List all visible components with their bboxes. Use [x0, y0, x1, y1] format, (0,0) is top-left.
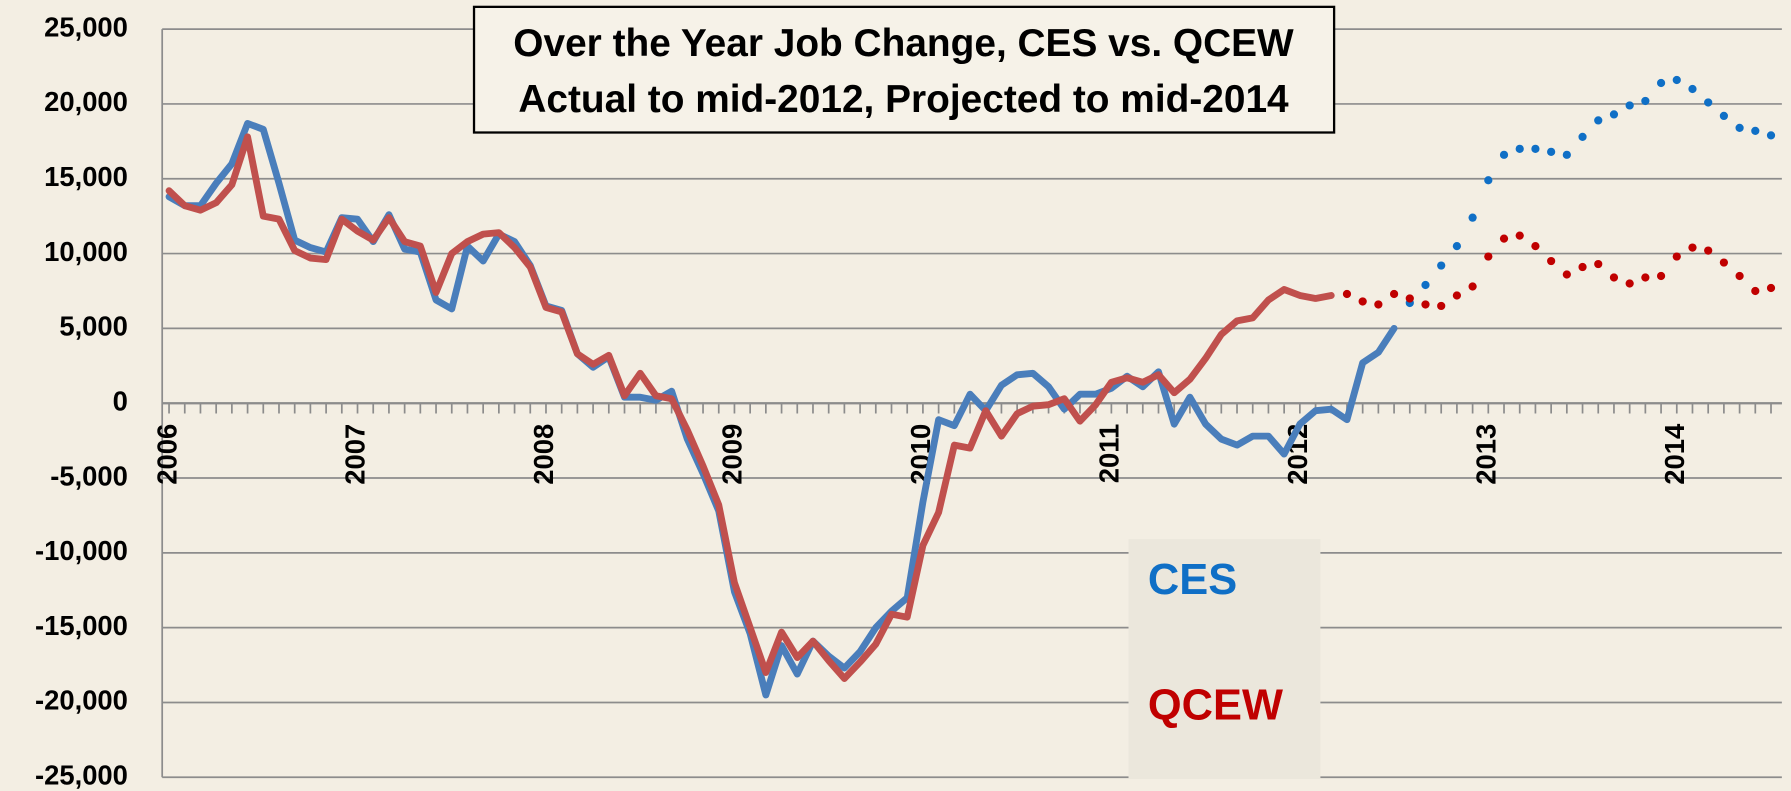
projected-point — [1421, 280, 1430, 290]
y-tick-label: -5,000 — [50, 460, 128, 491]
projected-point — [1688, 84, 1697, 94]
projected-point — [1578, 262, 1587, 272]
y-tick-label: 10,000 — [44, 236, 128, 267]
y-tick-label: -15,000 — [35, 610, 128, 641]
x-tick-label: 2007 — [340, 424, 371, 485]
chart-subtitle: Actual to mid-2012, Projected to mid-201… — [518, 78, 1289, 121]
projected-point — [1405, 294, 1414, 303]
projected-point — [1688, 243, 1697, 252]
y-tick-label: 15,000 — [44, 161, 128, 192]
projected-point — [1609, 273, 1619, 282]
projected-point — [1751, 126, 1760, 135]
projected-point — [1704, 98, 1713, 107]
x-tick-label: 2009 — [717, 424, 748, 485]
y-tick-label: -10,000 — [35, 535, 128, 566]
y-tick-label: -25,000 — [35, 760, 128, 791]
y-tick-label: 0 — [113, 385, 128, 416]
legend-box — [1128, 539, 1321, 780]
x-tick-label: 2008 — [528, 424, 559, 485]
x-tick-label: 2014 — [1659, 423, 1690, 485]
projected-point — [1342, 289, 1352, 299]
projected-point — [1452, 241, 1462, 251]
projected-point — [1484, 176, 1493, 185]
legend-label: CES — [1148, 556, 1237, 604]
projected-point — [1499, 234, 1509, 243]
projected-point — [1468, 213, 1477, 222]
projected-point — [1499, 150, 1509, 159]
x-tick-label: 2006 — [151, 424, 182, 485]
projected-point — [1766, 283, 1776, 293]
series-line — [165, 133, 1335, 682]
projected-point — [1672, 252, 1681, 261]
projected-point — [1609, 110, 1619, 119]
projected-point — [1531, 241, 1540, 251]
projected-point — [1358, 297, 1367, 306]
projected-point — [1625, 279, 1634, 288]
y-tick-label: 5,000 — [59, 311, 128, 342]
projected-point — [1594, 116, 1603, 125]
projected-point — [1751, 286, 1760, 296]
projected-point — [1656, 271, 1666, 281]
projected-point — [1374, 300, 1383, 309]
projected-point — [1421, 300, 1430, 309]
projected-point — [1766, 131, 1776, 140]
grid: -25,000 -20,000 -15,000 -10,000 -5,000 0 5,000… — [35, 11, 1782, 791]
projected-point — [1547, 256, 1556, 266]
projected-point — [1625, 101, 1634, 110]
projected-point — [1452, 291, 1462, 300]
y-tick-label: -20,000 — [35, 685, 128, 716]
projected-point — [1641, 273, 1650, 282]
projected-point — [1484, 252, 1493, 261]
projected-point — [1562, 150, 1571, 159]
projected-point — [1389, 289, 1399, 299]
projected-point — [1735, 123, 1744, 133]
projected-point — [1547, 147, 1556, 156]
x-tick-label: 2011 — [1094, 424, 1125, 483]
title-box — [472, 5, 1336, 134]
plot — [165, 75, 1776, 699]
projected-point — [1719, 111, 1729, 121]
projected-point — [1531, 144, 1540, 153]
projected-point — [1515, 144, 1524, 153]
projected-point — [1656, 78, 1666, 88]
x-tick-label: 2013 — [1471, 424, 1502, 485]
projected-point — [1562, 270, 1571, 279]
projected-point — [1672, 75, 1681, 85]
projected-point — [1515, 231, 1524, 240]
projected-point — [1437, 301, 1446, 311]
projected-point — [1719, 258, 1729, 267]
y-tick-label: 25,000 — [44, 11, 128, 42]
projected-point — [1437, 261, 1446, 270]
legend-label: QCEW — [1148, 682, 1283, 730]
projected-point — [1468, 282, 1477, 291]
y-tick-label: 20,000 — [44, 86, 128, 117]
projected-point — [1704, 246, 1713, 255]
chart-title: Over the Year Job Change, CES vs. QCEW — [513, 22, 1294, 65]
projected-point — [1735, 271, 1744, 281]
projected-point — [1641, 96, 1650, 106]
projected-point — [1578, 132, 1587, 141]
projected-point — [1594, 259, 1603, 269]
